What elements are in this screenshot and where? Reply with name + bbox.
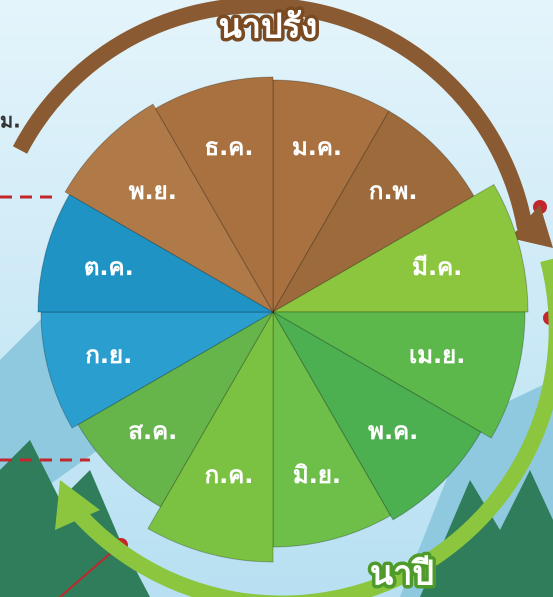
side-note: ม. — [0, 109, 21, 133]
month-label: ก.ย. — [85, 341, 132, 369]
month-label: ม.ค. — [292, 133, 342, 161]
month-label: พ.ย. — [129, 177, 177, 205]
month-label: ส.ค. — [128, 417, 177, 445]
month-label: ก.ค. — [205, 461, 254, 489]
dry-season-title: นาปรัง — [219, 7, 318, 47]
diagram: ม.ค. ก.พ. มี.ค. เม.ย. พ.ค. มิ.ย. ก.ค. ส.ค. ก.ย. ต… — [0, 0, 553, 597]
month-label: มี.ค. — [412, 253, 462, 281]
month-label: มิ.ย. — [293, 461, 341, 489]
month-label: เม.ย. — [409, 341, 465, 369]
wet-season-title: นาปี — [370, 554, 434, 594]
month-label: ก.พ. — [369, 177, 418, 205]
month-label: ธ.ค. — [205, 133, 254, 161]
month-label: ต.ค. — [84, 253, 134, 281]
month-label: พ.ค. — [368, 417, 418, 445]
